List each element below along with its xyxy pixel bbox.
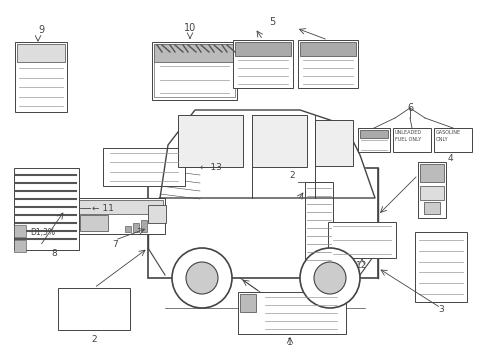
Bar	[357, 128, 389, 152]
Bar	[154, 62, 235, 97]
Bar	[240, 294, 256, 312]
Bar	[251, 115, 306, 167]
Text: ONLY: ONLY	[435, 137, 447, 142]
Text: 7: 7	[112, 240, 118, 249]
Text: 3: 3	[437, 305, 443, 314]
Bar	[433, 128, 471, 152]
Circle shape	[299, 248, 359, 308]
Bar	[80, 215, 108, 231]
Bar	[299, 42, 355, 56]
Bar	[417, 162, 445, 218]
Text: 2: 2	[91, 335, 97, 344]
Text: 2: 2	[289, 171, 294, 180]
Text: 8: 8	[51, 249, 57, 258]
Bar	[297, 40, 357, 88]
Bar	[178, 115, 243, 167]
Text: GASOLINE: GASOLINE	[435, 130, 460, 135]
Text: 12: 12	[356, 261, 367, 270]
Bar	[148, 168, 377, 278]
Bar	[423, 202, 439, 214]
Circle shape	[185, 262, 218, 294]
Bar	[14, 218, 66, 246]
Text: D1,3%: D1,3%	[30, 228, 55, 237]
Text: 1: 1	[286, 338, 292, 347]
Bar	[154, 44, 235, 62]
Bar	[14, 168, 79, 250]
Bar	[414, 232, 466, 302]
Bar	[14, 225, 26, 237]
Bar	[232, 40, 292, 88]
Polygon shape	[160, 110, 374, 198]
Text: 9: 9	[38, 25, 44, 35]
Bar	[125, 226, 131, 232]
Bar	[67, 200, 163, 214]
Text: 4: 4	[447, 153, 453, 162]
Bar	[133, 223, 139, 232]
Text: ← 11: ← 11	[92, 203, 114, 212]
Text: ← 13: ← 13	[200, 162, 222, 171]
Bar	[392, 128, 430, 152]
Bar	[305, 182, 332, 274]
Text: UNLEADED: UNLEADED	[394, 130, 421, 135]
Circle shape	[313, 262, 346, 294]
Bar	[14, 218, 28, 246]
Bar	[327, 222, 395, 258]
Text: 10: 10	[183, 23, 196, 33]
Circle shape	[172, 248, 231, 308]
Bar	[152, 42, 237, 100]
Bar	[103, 148, 184, 186]
Bar	[58, 288, 130, 330]
Bar	[419, 186, 443, 200]
Bar	[148, 205, 165, 223]
Bar	[359, 130, 387, 138]
Bar	[14, 240, 26, 252]
Bar	[235, 42, 290, 56]
Bar	[419, 164, 443, 182]
Text: 5: 5	[268, 17, 275, 27]
Bar	[314, 120, 352, 166]
Bar	[65, 198, 164, 234]
Bar	[238, 292, 346, 334]
Bar	[141, 220, 147, 232]
Bar	[15, 42, 67, 112]
Text: FUEL ONLY: FUEL ONLY	[394, 137, 420, 142]
Bar	[17, 44, 65, 62]
Text: 6: 6	[406, 103, 412, 113]
